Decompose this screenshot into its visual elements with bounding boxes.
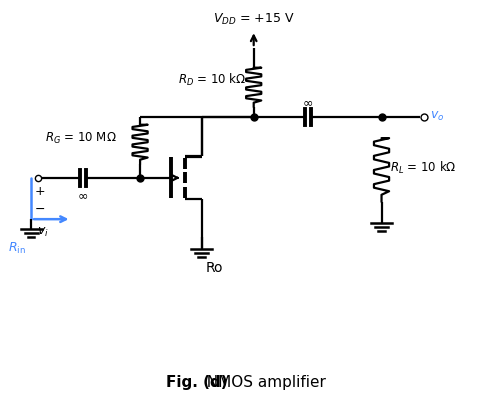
Text: $R_{\mathrm{in}}$: $R_{\mathrm{in}}$	[8, 241, 25, 256]
Text: $R_G$ = 10 MΩ: $R_G$ = 10 MΩ	[45, 131, 116, 146]
Text: −: −	[34, 203, 45, 216]
Text: $R_L$ = 10 kΩ: $R_L$ = 10 kΩ	[390, 160, 456, 176]
Text: ∞: ∞	[78, 189, 89, 202]
Text: Fig. (d): Fig. (d)	[166, 375, 228, 390]
Text: +: +	[34, 185, 45, 198]
Text: $v_i$: $v_i$	[37, 226, 49, 239]
Text: $v_o$: $v_o$	[430, 111, 444, 123]
Text: $V_{DD}$ = +15 V: $V_{DD}$ = +15 V	[213, 12, 295, 27]
Text: $R_D$ = 10 kΩ: $R_D$ = 10 kΩ	[178, 71, 247, 87]
Text: NMOS amplifier: NMOS amplifier	[197, 375, 326, 390]
Text: Ro: Ro	[205, 261, 223, 275]
Text: ∞: ∞	[303, 96, 313, 109]
